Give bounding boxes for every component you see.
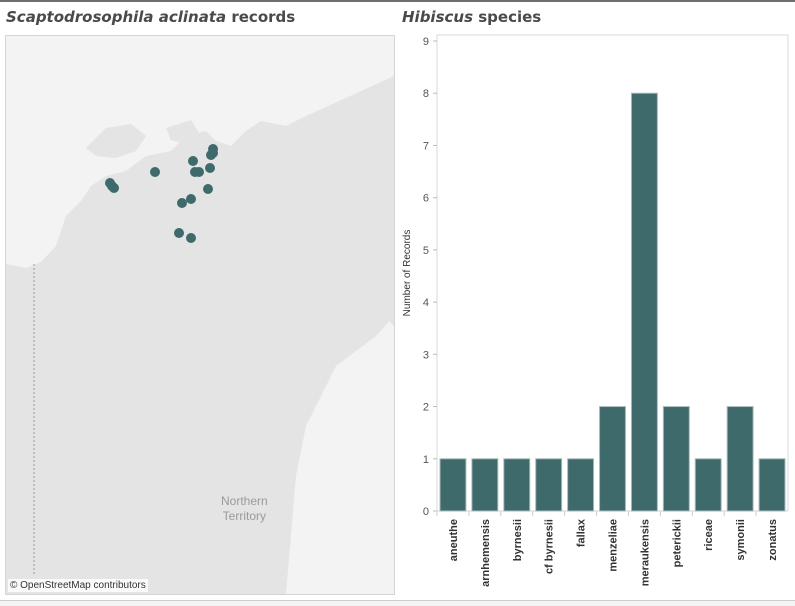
y-tick-label: 2 [423, 402, 429, 414]
record-marker[interactable] [203, 184, 213, 194]
top-border [0, 0, 795, 2]
x-tick-label: meraukensis [639, 519, 651, 586]
x-tick-label: byrnesii [512, 519, 524, 561]
bar-cf-byrnesii[interactable] [535, 458, 563, 512]
chart-title-suffix: species [473, 8, 542, 26]
y-tick-label: 3 [423, 349, 429, 361]
record-marker[interactable] [150, 167, 160, 177]
bar-arnhemensis[interactable] [471, 458, 499, 512]
chart-title: Hibiscus species [402, 8, 541, 26]
x-tick-label: cf byrnesii [544, 519, 556, 574]
land-mass-north [86, 120, 201, 158]
x-tick-label: menzeliae [608, 519, 620, 572]
land-east [306, 76, 394, 326]
bottom-scrollbar[interactable] [0, 600, 795, 606]
record-marker[interactable] [109, 183, 119, 193]
x-tick-label: fallax [576, 518, 588, 547]
x-tick-label: arnhemensis [480, 519, 492, 587]
bar-zonatus[interactable] [758, 458, 786, 512]
record-marker[interactable] [188, 156, 198, 166]
record-marker[interactable] [205, 163, 215, 173]
record-marker[interactable] [177, 198, 187, 208]
bar-peterickii[interactable] [662, 406, 690, 512]
y-tick-label: 6 [423, 193, 429, 205]
x-tick-label: riceae [703, 519, 715, 551]
bar-chart: 0 1 2 3 4 5 6 7 8 9 Number of Records aneuthe arnhem… [402, 34, 789, 587]
record-marker[interactable] [186, 194, 196, 204]
map-attribution[interactable]: © OpenStreetMap contributors [8, 579, 148, 592]
land-mass [6, 86, 394, 594]
y-tick-label: 4 [423, 297, 429, 309]
bar-symonii[interactable] [726, 406, 754, 512]
x-tick-label: symonii [735, 519, 747, 561]
region-label: Northern Territory [221, 494, 268, 524]
record-marker[interactable] [186, 233, 196, 243]
region-label-line1: Northern [221, 494, 268, 508]
x-tick-label: aneuthe [448, 519, 460, 561]
record-marker[interactable] [194, 167, 204, 177]
bar-meraukensis[interactable] [630, 92, 658, 512]
x-tick-label: peterickii [671, 519, 683, 567]
y-tick-label: 5 [423, 245, 429, 257]
y-axis-label: Number of Records [402, 230, 413, 317]
y-tick-label: 8 [423, 88, 429, 100]
region-label-line2: Territory [222, 509, 267, 523]
y-tick-label: 9 [423, 36, 429, 48]
record-marker[interactable] [206, 150, 216, 160]
bar-aneuthe[interactable] [439, 458, 467, 512]
record-markers [105, 144, 218, 243]
bar-menzeliae[interactable] [599, 406, 626, 512]
bar-riceae[interactable] [694, 458, 722, 512]
map-title-suffix: records [226, 8, 296, 26]
bar-fallax[interactable] [567, 458, 595, 512]
y-tick-label: 1 [423, 454, 429, 466]
y-tick-label: 7 [423, 140, 429, 152]
y-tick-label: 0 [423, 506, 429, 518]
records-map[interactable]: Northern Territory © OpenStreetMap contri… [5, 35, 395, 595]
record-marker[interactable] [174, 228, 184, 238]
map-title: Scaptodrosophila aclinata records [6, 8, 295, 26]
map-canvas[interactable] [6, 36, 394, 594]
chart-title-genus: Hibiscus [402, 8, 474, 26]
map-title-species: Scaptodrosophila aclinata [6, 8, 227, 26]
x-tick-label: zonatus [767, 519, 779, 561]
bar-byrnesii[interactable] [503, 458, 531, 512]
